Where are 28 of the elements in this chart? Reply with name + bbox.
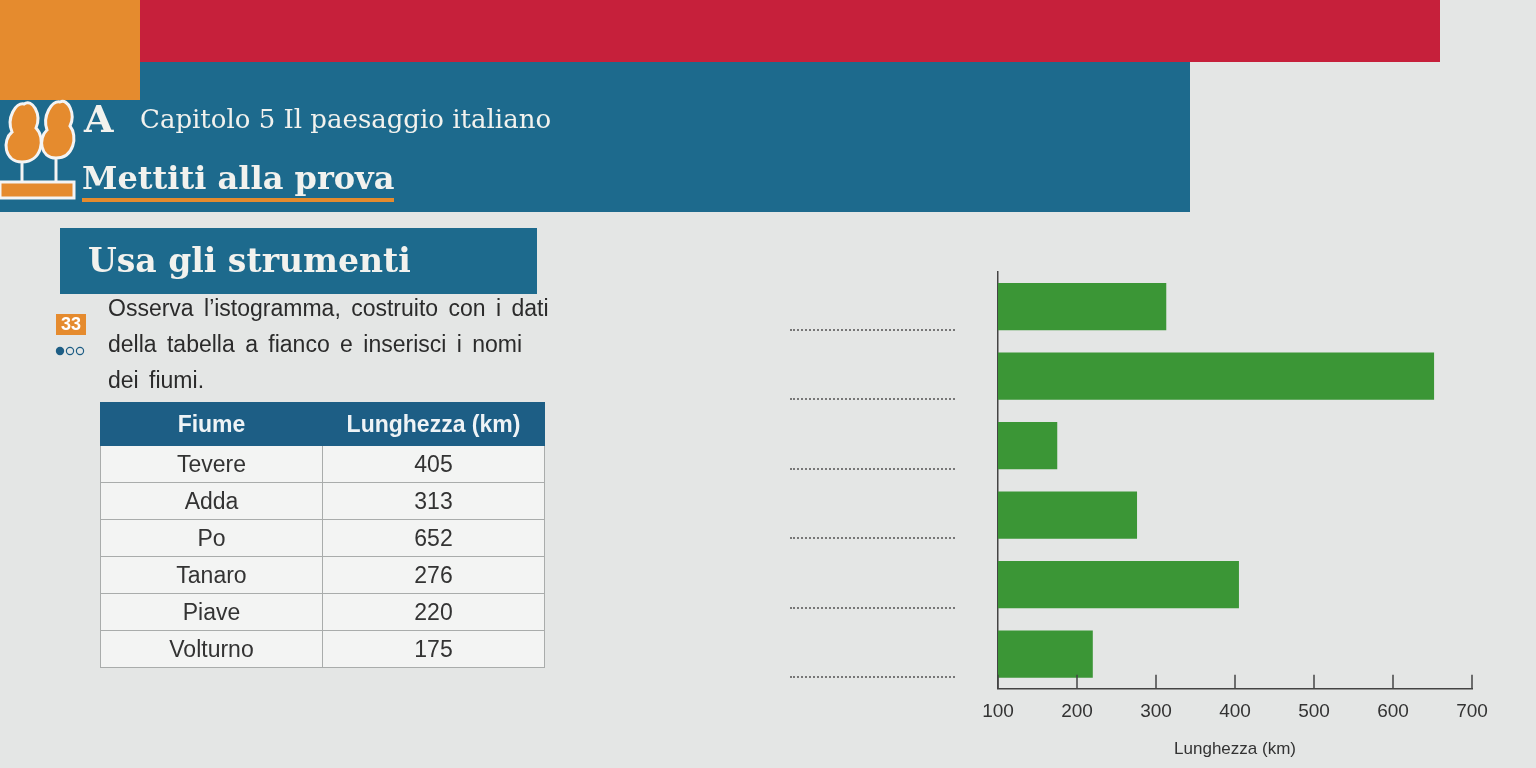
text: A <box>84 96 114 141</box>
x-tick-label: 100 <box>982 700 1014 722</box>
text: Capitolo 5 Il paesaggio italiano <box>140 104 552 134</box>
data-label: 652 <box>322 519 545 557</box>
data-label: 405 <box>322 445 545 483</box>
data-label: 175 <box>322 630 545 668</box>
x-tick-label: 500 <box>1298 700 1330 722</box>
x-tick-label: 600 <box>1377 700 1409 722</box>
text: Usa gli strumenti <box>60 228 537 294</box>
category-label: Volturno <box>100 630 323 668</box>
category-label: Piave <box>100 593 323 631</box>
data-label: 276 <box>322 556 545 594</box>
text: 33 <box>56 314 86 335</box>
x-axis-title: Lunghezza (km) <box>1174 739 1296 759</box>
text: Osserva l’istogramma, costruito con i dati della tabella a fianco e inserisci i nomi dei fiumi. <box>108 294 550 395</box>
data-label: 313 <box>322 482 545 520</box>
text: Mettiti alla prova <box>82 158 395 202</box>
x-tick-label: 300 <box>1140 700 1172 722</box>
category-label: Tanaro <box>100 556 323 594</box>
category-label: Adda <box>100 482 323 520</box>
text: Fiume <box>100 402 323 446</box>
category-label: Tevere <box>100 445 323 483</box>
x-tick-label: 400 <box>1219 700 1251 722</box>
x-tick-label: 200 <box>1061 700 1093 722</box>
data-label: 220 <box>322 593 545 631</box>
text: Lunghezza (km) <box>322 402 545 446</box>
category-label: Po <box>100 519 323 557</box>
x-tick-label: 700 <box>1456 700 1488 722</box>
